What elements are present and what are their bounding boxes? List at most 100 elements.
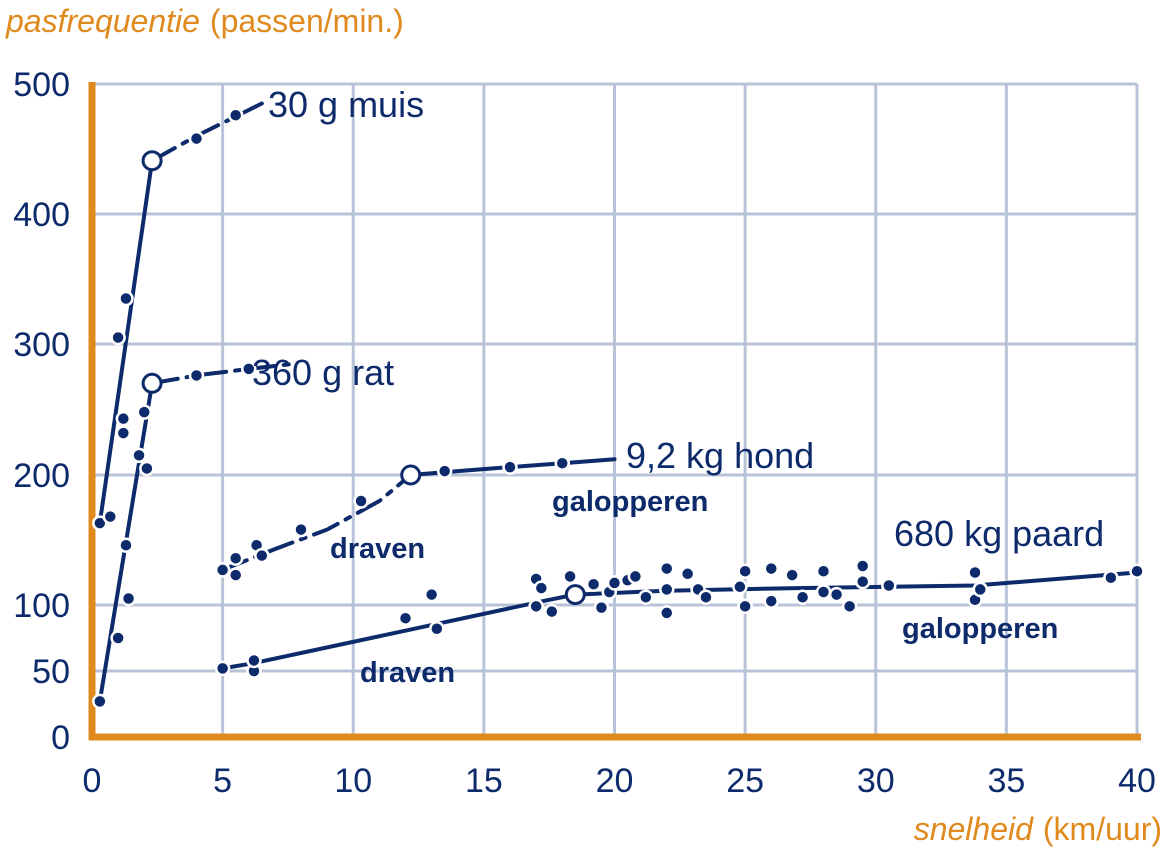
x-tick-label: 0 xyxy=(83,762,102,800)
transition-point-rat xyxy=(141,372,163,394)
x-tick-label: 15 xyxy=(465,762,503,800)
annotation-paard-draven: draven xyxy=(360,657,455,689)
series-label-paard: 680 kg paard xyxy=(894,513,1104,554)
data-point-paard xyxy=(784,567,800,583)
data-point-paard xyxy=(815,563,832,579)
data-point-hond xyxy=(502,459,518,475)
y-axis-title-italic: pasfrequentie xyxy=(5,3,200,39)
data-point-paard xyxy=(698,589,714,605)
data-point-paard xyxy=(763,593,779,609)
x-tick-label: 25 xyxy=(726,762,764,800)
data-point-paard xyxy=(593,599,610,616)
data-point-paard xyxy=(659,560,675,577)
data-point-muis xyxy=(115,410,132,427)
data-point-paard xyxy=(972,581,988,598)
series-label-rat: 360 g rat xyxy=(252,352,394,393)
data-point-hond xyxy=(227,550,244,566)
data-point-paard xyxy=(737,563,753,579)
data-point-paard xyxy=(638,589,654,605)
data-point-muis xyxy=(188,130,205,147)
data-point-muis xyxy=(227,107,244,123)
x-tick-label: 30 xyxy=(857,762,895,800)
y-tick-label: 500 xyxy=(13,66,70,104)
data-point-rat xyxy=(131,447,147,464)
data-point-paard xyxy=(397,610,414,626)
x-tick-label: 5 xyxy=(213,762,232,800)
x-axis-title-unit: (km/uur) xyxy=(1043,811,1162,847)
y-axis-title-unit: (passen/min.) xyxy=(210,3,404,39)
x-tick-label: 40 xyxy=(1118,762,1156,800)
data-point-paard xyxy=(659,581,675,598)
data-point-muis xyxy=(115,425,132,441)
y-tick-label: 50 xyxy=(32,653,70,691)
data-point-rat xyxy=(110,630,126,646)
data-point-paard xyxy=(854,573,871,590)
data-point-paard xyxy=(533,580,550,596)
data-point-rat xyxy=(118,537,134,553)
data-point-paard xyxy=(679,566,696,582)
data-point-hond xyxy=(353,493,369,509)
annotation-hond-draven: draven xyxy=(330,533,425,565)
data-point-muis xyxy=(110,329,126,346)
data-point-paard xyxy=(815,584,832,600)
data-point-paard xyxy=(1129,563,1145,579)
grid xyxy=(92,82,1139,737)
x-axis-title: snelheid (km/uur) xyxy=(914,811,1162,847)
data-point-paard xyxy=(429,621,445,637)
data-point-paard xyxy=(881,577,897,594)
data-point-paard xyxy=(737,598,753,615)
y-tick-label: 100 xyxy=(13,587,70,625)
x-axis-title-italic: snelheid xyxy=(914,811,1034,847)
data-point-paard xyxy=(841,598,858,615)
y-tick-label: 200 xyxy=(13,457,70,495)
data-point-paard xyxy=(967,564,983,581)
data-point-paard xyxy=(544,603,560,620)
series-line-solid-muis xyxy=(97,158,155,526)
y-axis-title: pasfrequentie (passen/min.) xyxy=(5,3,404,39)
transition-point-paard xyxy=(564,584,586,606)
data-point-muis xyxy=(102,508,119,525)
series-label-muis: 30 g muis xyxy=(268,84,424,125)
data-point-rat xyxy=(188,367,205,384)
y-tick-label: 300 xyxy=(13,326,70,364)
data-point-paard xyxy=(585,576,602,592)
series-layer xyxy=(92,101,1145,710)
data-point-paard xyxy=(423,586,440,603)
data-point-hond xyxy=(254,547,270,564)
series-line-dashed-muis xyxy=(150,101,264,163)
data-point-paard xyxy=(1103,569,1119,586)
data-point-paard xyxy=(562,568,578,585)
series-label-hond: 9,2 kg hond xyxy=(626,435,814,476)
series-muis xyxy=(92,101,264,531)
series-rat xyxy=(92,361,298,710)
series-paard xyxy=(214,558,1145,679)
x-tick-label: 35 xyxy=(987,762,1025,800)
data-point-hond xyxy=(436,463,453,479)
data-point-muis xyxy=(118,290,134,307)
transition-point-muis xyxy=(141,150,163,172)
data-point-hond xyxy=(554,455,570,471)
annotation-hond-galopperen: galopperen xyxy=(552,486,708,518)
series-line-dashed-rat xyxy=(150,361,298,386)
data-point-paard xyxy=(794,589,811,605)
data-point-hond xyxy=(227,567,244,583)
series-hond xyxy=(214,455,617,583)
data-point-paard xyxy=(763,560,779,577)
data-point-hond xyxy=(293,521,309,538)
x-tick-label: 20 xyxy=(596,762,634,800)
data-point-paard xyxy=(732,579,748,595)
axes xyxy=(88,82,1141,741)
data-point-paard xyxy=(828,586,845,603)
data-point-paard xyxy=(659,605,675,621)
data-point-hond xyxy=(214,562,231,578)
data-point-rat xyxy=(92,693,108,710)
data-point-rat xyxy=(120,590,137,607)
y-tick-label: 0 xyxy=(51,719,70,757)
x-tick-label: 10 xyxy=(334,762,372,800)
data-point-paard xyxy=(606,575,623,591)
data-point-rat xyxy=(136,404,152,420)
transition-point-hond xyxy=(400,464,422,486)
data-point-rat xyxy=(241,361,257,377)
